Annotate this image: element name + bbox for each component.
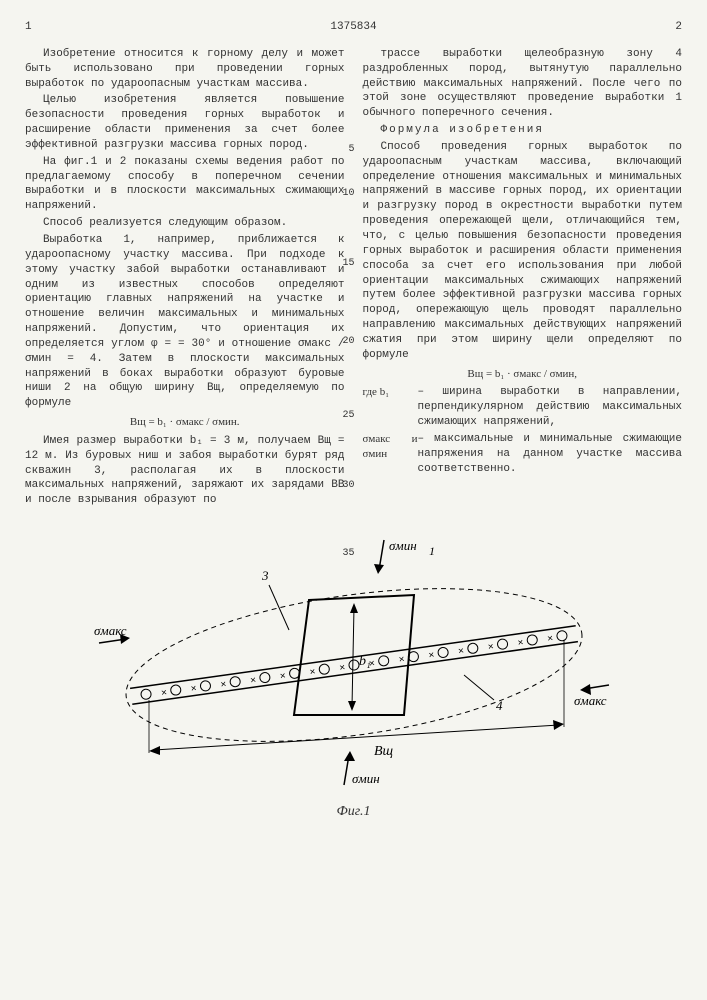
ellipse-outline: [116, 564, 591, 767]
svg-text:×: ×: [160, 688, 167, 700]
svg-text:b₁: b₁: [359, 654, 371, 669]
svg-text:×: ×: [516, 638, 523, 650]
svg-text:Bщ: Bщ: [374, 744, 394, 759]
where-2-label: σмакс и σмин: [363, 432, 418, 477]
linenum-5: 5: [330, 143, 354, 157]
formula-2: Bщ = b₁ · σмакс / σмин,: [363, 367, 683, 382]
c1-p3: На фиг.1 и 2 показаны схемы ведения рабо…: [25, 155, 345, 214]
svg-text:σмакс: σмакс: [94, 623, 127, 638]
svg-text:×: ×: [190, 684, 197, 696]
svg-text:×: ×: [398, 655, 405, 667]
svg-text:×: ×: [427, 651, 434, 663]
linenum-25: 25: [342, 409, 354, 423]
where-2: σмакс и σмин – максимальные и минимальны…: [363, 432, 683, 477]
label-4: 4: [464, 675, 503, 713]
c2-p2: Способ проведения горных выработок по уд…: [363, 140, 683, 363]
c2-p1: трассе выработки щелеобразную зону 4 раз…: [363, 47, 683, 121]
claim-title: Формула изобретения: [363, 123, 683, 138]
svg-text:×: ×: [487, 643, 494, 655]
linenum-35: 35: [342, 547, 354, 561]
svg-text:×: ×: [309, 668, 316, 680]
svg-text:×: ×: [457, 647, 464, 659]
figure-1: × × × × × × × × × × ×: [25, 525, 682, 822]
svg-text:×: ×: [338, 663, 345, 675]
page-left: 1: [25, 20, 32, 35]
linenum-30: 30: [342, 479, 354, 493]
sigma-max-left: σмакс: [94, 623, 130, 644]
where-1: где b₁ – ширина выработки в направлении,…: [363, 385, 683, 430]
label-3: 3: [261, 568, 289, 630]
where-1-text: – ширина выработки в направлении, перпен…: [418, 385, 683, 430]
figure-caption: Фиг.1: [25, 803, 682, 822]
svg-text:×: ×: [249, 676, 256, 688]
text-columns: Изобретение относится к горному делу и м…: [25, 47, 682, 510]
svg-text:×: ×: [219, 680, 226, 692]
slit-band: × × × × × × × × × × ×: [130, 626, 578, 704]
svg-text:3: 3: [261, 568, 269, 583]
svg-text:×: ×: [279, 672, 286, 684]
c1-p4: Способ реализуется следующим образом.: [25, 216, 345, 231]
column-2: трассе выработки щелеобразную зону 4 раз…: [363, 47, 683, 510]
drill-holes: × × × × × × × × × × ×: [140, 630, 568, 703]
svg-text:4: 4: [496, 698, 503, 713]
linenum-20: 20: [342, 335, 354, 349]
c1-p1: Изобретение относится к горному делу и м…: [25, 47, 345, 92]
figure-svg: × × × × × × × × × × ×: [94, 525, 614, 795]
c1-p6: Имея размер выработки b₁ = 3 м, получаем…: [25, 434, 345, 508]
page-right: 2: [675, 20, 682, 35]
svg-text:σмин: σмин: [389, 538, 417, 553]
c1-p2: Целью изобретения является повышение без…: [25, 93, 345, 152]
page-header: 1 1375834 2: [25, 20, 682, 35]
sigma-max-right: σмакс: [574, 684, 609, 708]
where-2-text: – максимальные и минимальные сжимающие н…: [418, 432, 683, 477]
svg-text:σмин: σмин: [352, 771, 380, 786]
sigma-min-top: σмин 1: [374, 538, 435, 574]
svg-text:1: 1: [429, 544, 435, 558]
svg-text:×: ×: [546, 634, 553, 646]
svg-text:σмакс: σмакс: [574, 693, 607, 708]
linenum-10: 10: [342, 187, 354, 201]
column-1: Изобретение относится к горному делу и м…: [25, 47, 345, 510]
formula-1: Bщ = b₁ · σмакс / σмин.: [25, 415, 345, 430]
c1-p5: Выработка 1, например, приближается к уд…: [25, 233, 345, 411]
linenum-15: 15: [342, 257, 354, 271]
doc-number: 1375834: [32, 20, 676, 35]
where-1-label: где b₁: [363, 385, 418, 430]
